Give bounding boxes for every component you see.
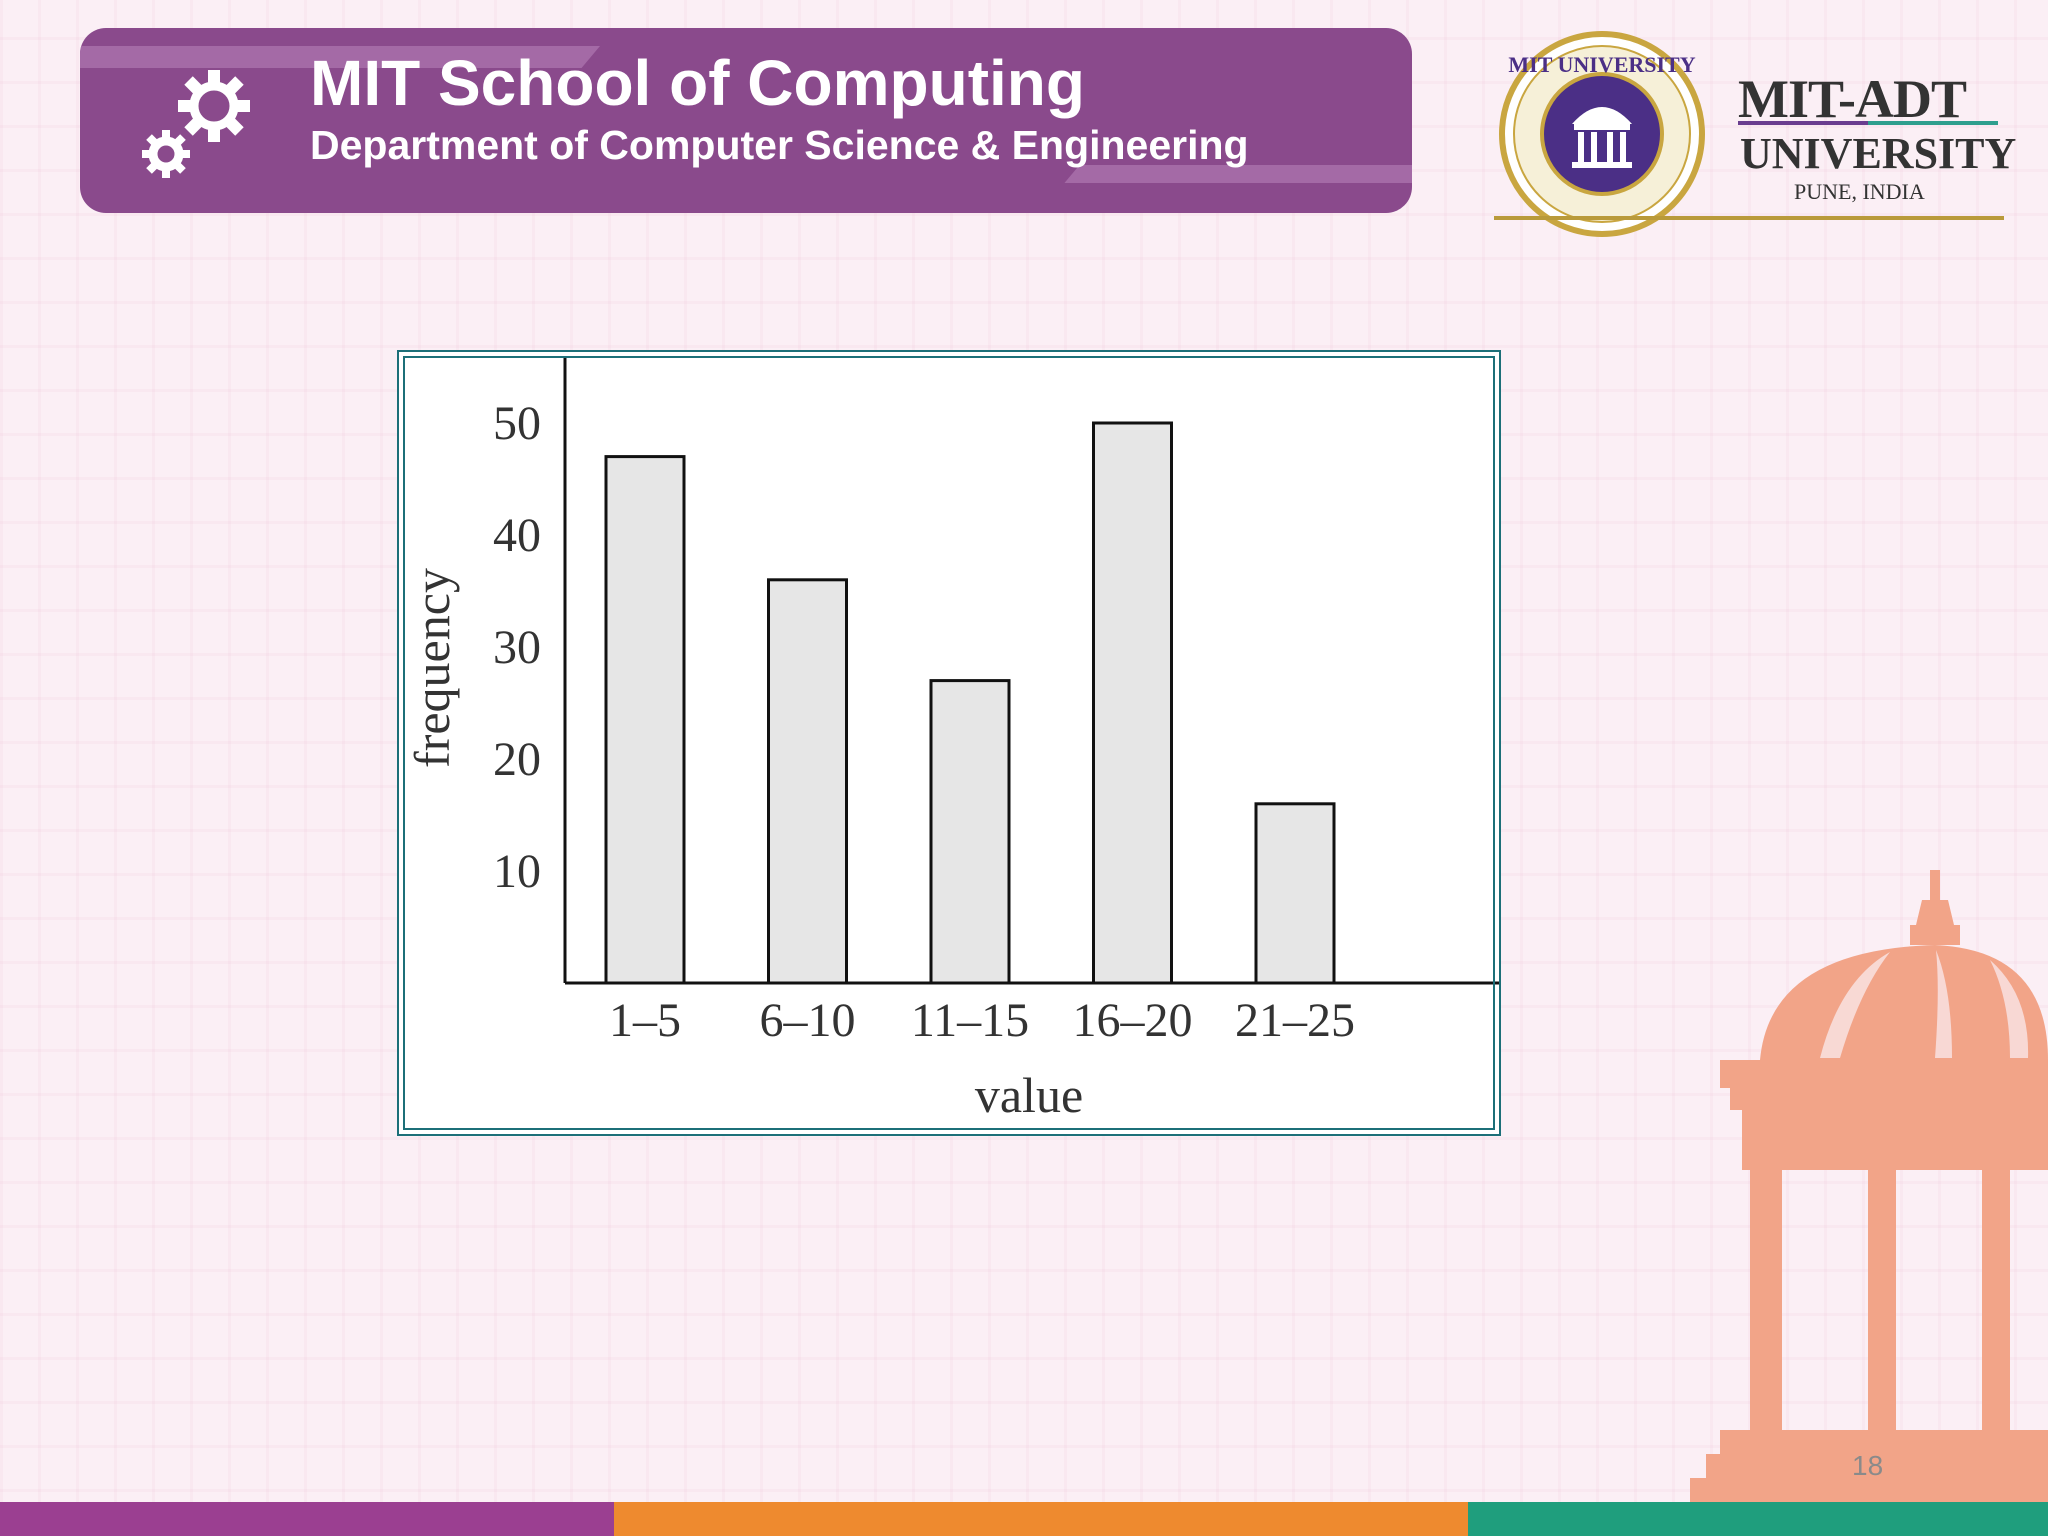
x-axis-label: value xyxy=(975,1067,1083,1123)
university-logo: MIT UNIVERSITY MIT-ADT UNIVERSITY PUNE, … xyxy=(1494,28,2017,238)
logo-divider xyxy=(1738,121,1998,125)
x-tick-label: 21–25 xyxy=(1235,994,1355,1047)
y-tick-label: 40 xyxy=(493,509,541,562)
logo-underline xyxy=(1494,216,2004,220)
footer-bar-purple xyxy=(0,1502,614,1536)
chart-bar xyxy=(1254,802,1336,985)
y-tick-label: 20 xyxy=(493,733,541,786)
page-title: MIT School of Computing xyxy=(310,47,1085,119)
x-tick-label: 6–10 xyxy=(760,994,856,1047)
x-tick-label: 11–15 xyxy=(911,994,1029,1047)
header-banner: MIT School of Computing Department of Co… xyxy=(80,28,1412,213)
y-axis-label: frequency xyxy=(404,568,460,768)
page-subtitle: Department of Computer Science & Enginee… xyxy=(310,122,1249,168)
chart-bar xyxy=(767,578,848,985)
x-tick-label: 1–5 xyxy=(609,994,681,1047)
footer-bar-orange xyxy=(614,1502,1468,1536)
chart-frame: 1–5 6–10 11–15 16–20 21–25 10 20 30 40 50 value fre… xyxy=(397,350,1501,1136)
y-tick-label: 50 xyxy=(493,397,541,450)
y-tick-label: 30 xyxy=(493,621,541,674)
logo-name: MIT-ADT xyxy=(1738,69,1967,129)
bar-chart: 1–5 6–10 11–15 16–20 21–25 10 20 30 40 50 value fre… xyxy=(404,356,1499,1123)
svg-text:MIT UNIVERSITY: MIT UNIVERSITY xyxy=(1508,52,1695,77)
y-tick-label: 10 xyxy=(493,845,541,898)
footer-bar-green xyxy=(1468,1502,2048,1536)
logo-location: PUNE, INDIA xyxy=(1794,179,1925,204)
university-seal: MIT UNIVERSITY xyxy=(1499,31,1705,237)
dome-illustration xyxy=(1690,870,2048,1502)
chart-bar xyxy=(929,679,1011,985)
logo-university: UNIVERSITY xyxy=(1740,129,2017,178)
x-tick-label: 16–20 xyxy=(1073,994,1193,1047)
gears-icon xyxy=(142,70,250,178)
chart-bar xyxy=(1092,421,1173,985)
chart-bar xyxy=(604,455,686,985)
page-number: 18 xyxy=(1852,1450,1884,1481)
